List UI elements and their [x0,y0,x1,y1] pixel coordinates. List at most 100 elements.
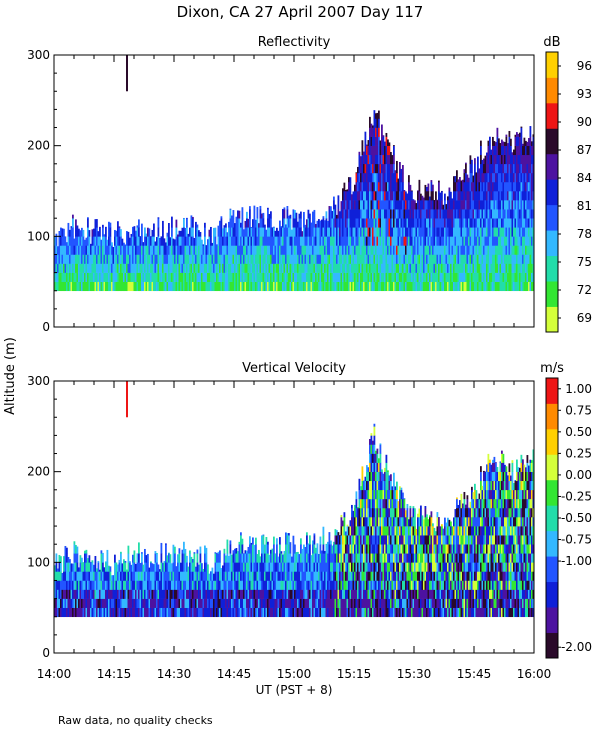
reflectivity-heatmap-cell [370,163,373,174]
reflectivity-heatmap-cell [517,200,520,210]
reflectivity-heatmap-cell [408,272,410,282]
reflectivity-heatmap-cell [81,263,83,273]
reflectivity-heatmap-cell [516,209,518,219]
reflectivity-heatmap-cell [252,245,254,255]
velocity-heatmap-cell [184,607,187,618]
reflectivity-heatmap-cell [139,281,142,292]
reflectivity-heatmap-cell [103,234,106,237]
velocity-heatmap-cell [291,607,293,618]
reflectivity-heatmap-cell [163,238,166,246]
velocity-heatmap-cell [165,598,167,608]
velocity-heatmap-cell [67,562,70,572]
velocity-heatmap-cell [282,562,284,572]
reflectivity-heatmap-cell [390,200,392,210]
reflectivity-heatmap-cell [528,263,530,273]
reflectivity-heatmap-cell [325,281,328,292]
reflectivity-heatmap-cell [181,245,184,255]
velocity-heatmap-cell [330,544,332,554]
reflectivity-heatmap-cell [385,218,388,228]
reflectivity-heatmap-cell [382,191,385,201]
reflectivity-heatmap-cell [223,272,226,282]
reflectivity-heatmap-cell [360,209,362,219]
reflectivity-heatmap-cell [498,263,500,273]
velocity-heatmap-cell [205,547,208,554]
velocity-heatmap-cell [234,607,236,618]
reflectivity-heatmap-cell [459,218,461,228]
reflectivity-heatmap-cell [228,245,230,255]
reflectivity-heatmap-cell [498,154,500,165]
velocity-heatmap-cell [184,553,187,563]
velocity-heatmap-cell [69,589,71,599]
reflectivity-heatmap-cell [111,263,113,273]
reflectivity-heatmap-cell [123,242,125,246]
velocity-heatmap-cell [55,571,58,581]
reflectivity-heatmap-cell [97,231,100,237]
velocity-heatmap-cell [147,607,149,618]
reflectivity-heatmap-cell [295,272,298,282]
reflectivity-heatmap-cell [267,254,269,264]
velocity-heatmap-cell [213,589,215,599]
reflectivity-heatmap-cell [418,254,421,264]
reflectivity-heatmap-cell [235,281,238,292]
velocity-heatmap-cell [55,598,58,608]
reflectivity-heatmap-cell [385,227,388,237]
reflectivity-heatmap-cell [493,172,496,183]
reflectivity-heatmap-cell [309,272,311,282]
reflectivity-heatmap-cell [474,236,476,246]
velocity-heatmap-cell [205,598,208,608]
reflectivity-heatmap-cell [430,227,433,237]
reflectivity-heatmap-cell [511,281,514,292]
reflectivity-heatmap-cell [396,218,398,228]
reflectivity-heatmap-cell [396,254,398,264]
reflectivity-heatmap-cell [340,227,343,237]
reflectivity-heatmap-cell [504,154,506,165]
reflectivity-heatmap-cell [297,263,299,273]
velocity-heatmap-cell [297,607,299,618]
velocity-heatmap-cell [240,562,242,572]
velocity-heatmap-cell [127,580,130,590]
reflectivity-heatmap-cell [342,218,344,228]
reflectivity-heatmap-cell [255,227,257,237]
reflectivity-heatmap-cell [349,177,352,183]
reflectivity-heatmap-cell [351,218,353,228]
reflectivity-heatmap-cell [526,172,529,183]
reflectivity-heatmap-cell [381,181,383,192]
velocity-heatmap-cell [129,561,131,563]
velocity-heatmap-cell [70,598,73,608]
reflectivity-heatmap-cell [336,272,338,282]
reflectivity-heatmap-cell [250,281,253,292]
velocity-heatmap-cell [55,553,58,563]
velocity-heatmap-cell [189,598,191,608]
reflectivity-heatmap-cell [493,272,496,282]
velocity-heatmap-cell [175,571,178,581]
reflectivity-heatmap-cell [94,263,97,273]
velocity-heatmap-cell [256,589,259,599]
reflectivity-heatmap-cell [247,272,250,282]
reflectivity-heatmap-cell [486,200,488,210]
reflectivity-heatmap-cell [484,191,487,201]
reflectivity-heatmap-cell [240,281,242,292]
reflectivity-heatmap-cell [486,152,488,156]
reflectivity-isolated-echo [126,55,128,92]
velocity-heatmap-cell [262,534,265,536]
reflectivity-heatmap-cell [129,237,131,246]
reflectivity-heatmap-cell [310,245,313,255]
reflectivity-heatmap-cell [373,263,376,273]
reflectivity-heatmap-cell [486,236,488,246]
reflectivity-heatmap-cell [367,272,370,282]
velocity-heatmap-cell [138,542,140,545]
reflectivity-heatmap-cell [120,272,122,282]
reflectivity-heatmap-cell [508,136,511,146]
velocity-heatmap-cell [150,607,152,618]
reflectivity-heatmap-cell [531,236,533,246]
velocity-heatmap-cell [211,571,214,581]
velocity-heatmap-cell [102,571,104,581]
reflectivity-heatmap-cell [414,227,416,237]
reflectivity-heatmap-cell [310,222,313,228]
velocity-heatmap-cell [256,562,259,572]
velocity-heatmap-cell [243,580,245,590]
reflectivity-heatmap-cell [268,254,271,264]
velocity-heatmap-cell [310,562,313,572]
velocity-heatmap-cell [309,580,311,590]
reflectivity-heatmap-cell [399,281,401,292]
